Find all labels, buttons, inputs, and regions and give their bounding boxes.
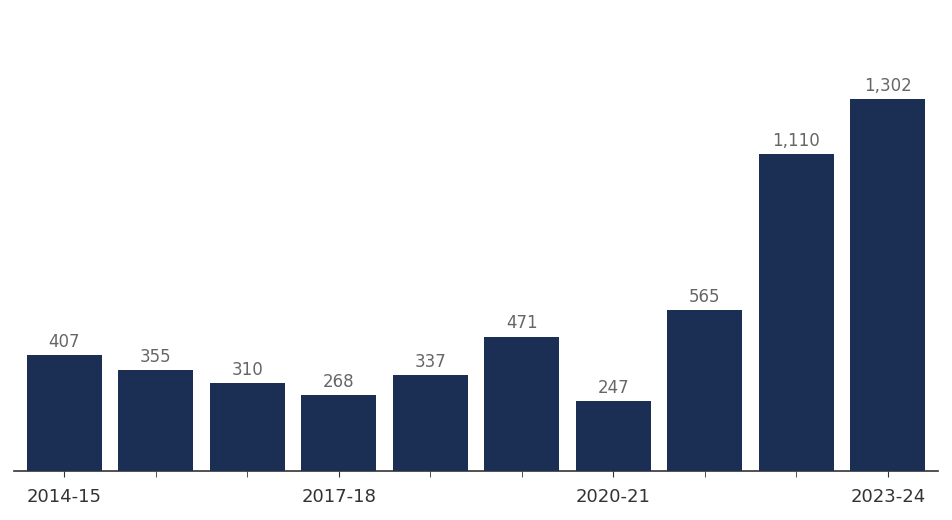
Bar: [301, 395, 376, 472]
Bar: [118, 370, 193, 472]
Text: 1,302: 1,302: [863, 77, 912, 95]
Text: 565: 565: [689, 288, 721, 306]
Text: 471: 471: [506, 315, 538, 332]
Bar: [209, 383, 285, 472]
Bar: [667, 310, 743, 472]
Bar: [576, 401, 651, 472]
Bar: [485, 337, 559, 472]
Text: 1,110: 1,110: [772, 132, 821, 150]
Text: 337: 337: [414, 353, 446, 371]
Bar: [850, 99, 925, 472]
Text: 268: 268: [323, 372, 354, 391]
Bar: [759, 154, 834, 472]
Bar: [393, 375, 467, 472]
Text: 310: 310: [231, 360, 263, 379]
Text: 407: 407: [49, 333, 80, 351]
Text: 247: 247: [598, 379, 629, 397]
Text: 355: 355: [140, 348, 171, 366]
Bar: [27, 355, 102, 472]
